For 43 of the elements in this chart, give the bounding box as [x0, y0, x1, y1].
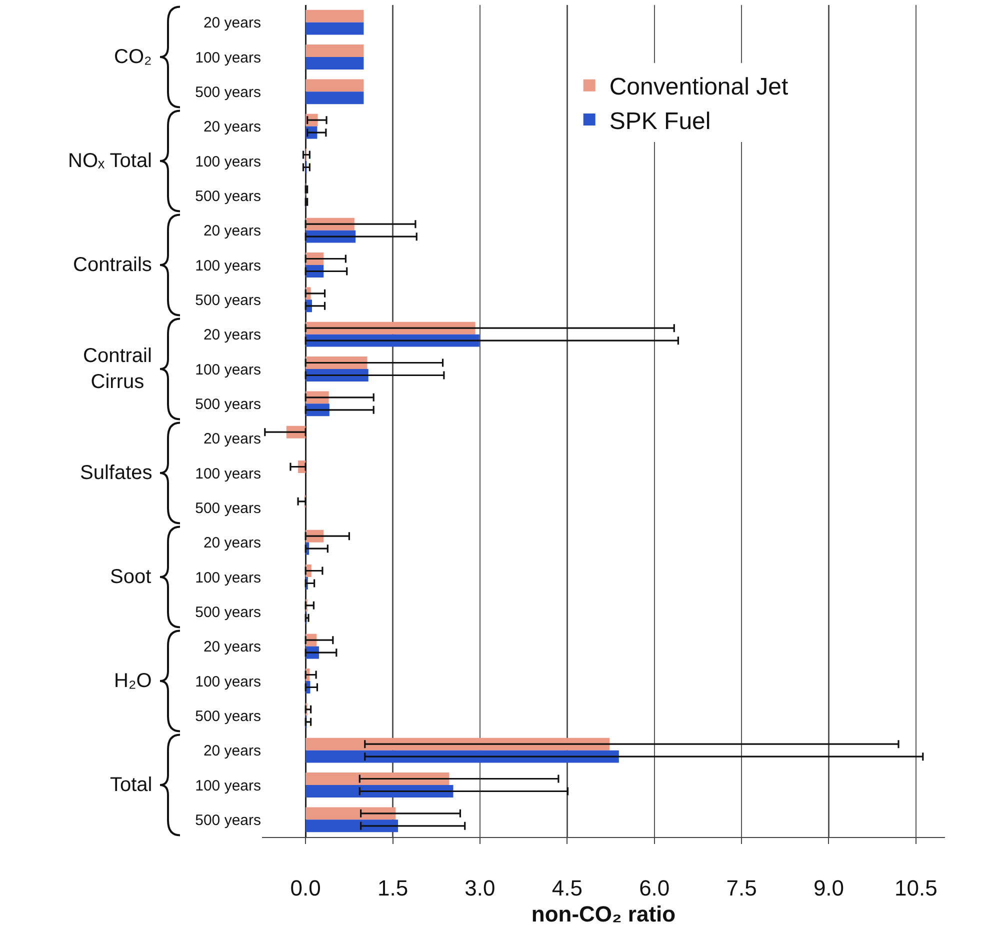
y-tick-label: 500 years — [195, 84, 261, 101]
legend-label: Conventional Jet — [609, 74, 788, 101]
x-tick-label: 9.0 — [813, 875, 844, 900]
y-tick-label: 20 years — [203, 534, 261, 552]
y-tick-label: 20 years — [203, 638, 261, 656]
y-tick-label: 500 years — [195, 500, 261, 517]
y-tick-label: 500 years — [195, 188, 261, 205]
x-axis-title: non-CO₂ ratio — [531, 901, 676, 926]
y-tick-label: 20 years — [203, 14, 261, 32]
y-tick-label: 500 years — [195, 396, 261, 413]
text: Contrails — [73, 254, 152, 276]
y-tick-label: 20 years — [203, 118, 261, 136]
text: H₂O — [114, 670, 152, 692]
text: Contrail Cirrus — [83, 345, 152, 393]
y-tick-label: 20 years — [203, 430, 261, 448]
y-tick-label: 100 years — [195, 361, 261, 378]
x-tick-label: 3.0 — [464, 875, 496, 900]
x-tick-label: 1.5 — [377, 875, 408, 900]
legend-label: SPK Fuel — [609, 108, 711, 135]
x-tick-label: 7.5 — [726, 875, 757, 900]
y-tick-label: 500 years — [195, 604, 261, 621]
y-tick-label: 500 years — [195, 292, 261, 309]
text: Soot — [110, 566, 152, 588]
x-tick-label: 6.0 — [639, 875, 670, 900]
y-tick-label: 100 years — [195, 569, 261, 586]
text: Sulfates — [80, 462, 152, 484]
y-tick-label: 500 years — [195, 812, 261, 829]
y-tick-label: 100 years — [195, 465, 261, 482]
x-tick-label: 10.5 — [894, 875, 938, 900]
x-tick-label: 4.5 — [552, 875, 582, 900]
y-tick-label: 100 years — [195, 777, 261, 794]
y-tick-label: 20 years — [203, 742, 261, 760]
text: NOₓ Total — [68, 150, 152, 172]
y-tick-label: 100 years — [195, 49, 261, 66]
y-tick-label: 100 years — [195, 673, 261, 690]
y-tick-label: 100 years — [195, 153, 261, 170]
y-tick-label: 20 years — [203, 222, 261, 240]
y-tick-label: 500 years — [195, 708, 261, 725]
y-tick-label: 100 years — [195, 257, 261, 274]
text: CO₂ — [114, 46, 152, 68]
y-tick-label: 20 years — [203, 326, 261, 344]
text: Total — [110, 774, 152, 796]
x-tick-label: 0.0 — [290, 875, 321, 900]
